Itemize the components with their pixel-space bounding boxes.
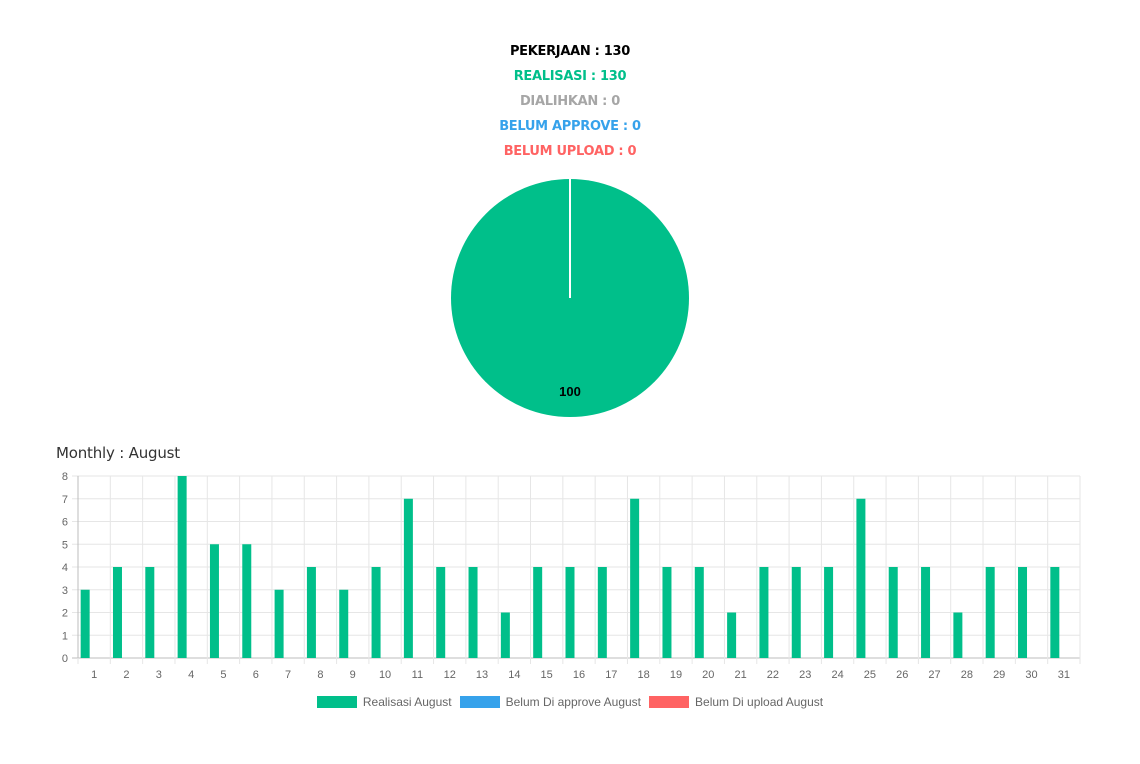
legend-label: Belum Di approve August: [505, 695, 642, 709]
x-tick-label: 3: [156, 669, 162, 681]
x-tick-label: 12: [444, 669, 456, 681]
bar[interactable]: [630, 498, 640, 658]
bar[interactable]: [985, 567, 995, 658]
bar[interactable]: [500, 612, 510, 659]
bar[interactable]: [953, 612, 963, 659]
x-tick-label: 17: [605, 669, 617, 681]
x-tick-label: 25: [864, 669, 876, 681]
x-tick-label: 2: [123, 669, 129, 681]
y-tick-label: 1: [62, 630, 68, 642]
x-tick-label: 24: [831, 669, 843, 681]
bar[interactable]: [1018, 567, 1028, 658]
bar[interactable]: [856, 498, 866, 658]
x-tick-label: 20: [702, 669, 714, 681]
x-tick-label: 19: [670, 669, 682, 681]
belum-approve-total: BELUM APPROVE : 0: [499, 119, 641, 134]
x-tick-label: 16: [573, 669, 585, 681]
y-tick-label: 2: [62, 608, 68, 620]
bar[interactable]: [759, 567, 769, 658]
x-tick-label: 23: [799, 669, 811, 681]
x-tick-label: 22: [767, 669, 779, 681]
bar[interactable]: [791, 567, 801, 658]
bar[interactable]: [662, 567, 672, 658]
bar[interactable]: [209, 544, 219, 658]
x-tick-label: 9: [350, 669, 356, 681]
bar[interactable]: [339, 589, 349, 658]
realisasi-total: REALISASI : 130: [513, 69, 627, 84]
y-tick-label: 4: [62, 562, 68, 574]
bar[interactable]: [727, 612, 737, 659]
bar[interactable]: [112, 567, 122, 658]
y-tick-label: 3: [62, 585, 68, 597]
y-tick-label: 0: [62, 653, 68, 665]
legend-swatch: [459, 696, 500, 708]
bar[interactable]: [824, 567, 834, 658]
x-tick-label: 1: [91, 669, 97, 681]
x-tick-label: 15: [541, 669, 553, 681]
pekerjaan-total: PEKERJAAN : 130: [509, 44, 631, 59]
y-tick-label: 8: [62, 471, 68, 483]
belum-upload-total: BELUM UPLOAD : 0: [503, 144, 637, 159]
x-tick-label: 26: [896, 669, 908, 681]
bar[interactable]: [177, 476, 187, 658]
legend-swatch: [649, 696, 690, 708]
status-pie-chart: 100: [451, 179, 689, 417]
bar[interactable]: [565, 567, 575, 658]
legend-label: Belum Di upload August: [695, 695, 824, 709]
x-tick-label: 27: [928, 669, 940, 681]
y-tick-label: 7: [62, 494, 68, 506]
x-tick-label: 30: [1025, 669, 1037, 681]
bar[interactable]: [694, 567, 704, 658]
y-tick-label: 5: [62, 539, 68, 551]
legend-label: Realisasi August: [362, 695, 452, 709]
bar[interactable]: [306, 567, 316, 658]
bar[interactable]: [1050, 567, 1060, 658]
x-tick-label: 8: [317, 669, 323, 681]
bar[interactable]: [403, 498, 413, 658]
monthly-title: Monthly : August: [56, 444, 180, 462]
x-tick-label: 21: [734, 669, 746, 681]
bar[interactable]: [371, 567, 381, 658]
bar[interactable]: [921, 567, 931, 658]
bar[interactable]: [242, 544, 252, 658]
legend-item[interactable]: Belum Di upload August: [649, 695, 823, 709]
x-tick-label: 29: [993, 669, 1005, 681]
x-tick-label: 13: [476, 669, 488, 681]
x-tick-label: 18: [638, 669, 650, 681]
legend-item[interactable]: Realisasi August: [316, 695, 452, 709]
bar[interactable]: [468, 567, 478, 658]
x-tick-label: 4: [188, 669, 194, 681]
dialihkan-total: DIALIHKAN : 0: [519, 94, 621, 109]
x-tick-label: 11: [412, 669, 423, 681]
bar[interactable]: [533, 567, 543, 658]
bar[interactable]: [80, 589, 90, 658]
x-tick-label: 14: [508, 669, 520, 681]
legend-item[interactable]: Belum Di approve August: [459, 695, 642, 709]
x-tick-label: 10: [379, 669, 391, 681]
pie-data-label: 100: [559, 384, 581, 399]
bar-chart-legend: Realisasi August Belum Di approve August B…: [0, 695, 1140, 709]
bar[interactable]: [888, 567, 898, 658]
bar[interactable]: [145, 567, 155, 658]
bar[interactable]: [436, 567, 446, 658]
y-tick-label: 6: [62, 517, 68, 529]
x-tick-label: 31: [1058, 669, 1070, 681]
x-tick-label: 28: [961, 669, 973, 681]
x-tick-label: 6: [253, 669, 259, 681]
legend-swatch: [316, 696, 357, 708]
x-tick-label: 5: [220, 669, 226, 681]
bar[interactable]: [597, 567, 607, 658]
bar[interactable]: [274, 589, 284, 658]
x-tick-label: 7: [285, 669, 291, 681]
